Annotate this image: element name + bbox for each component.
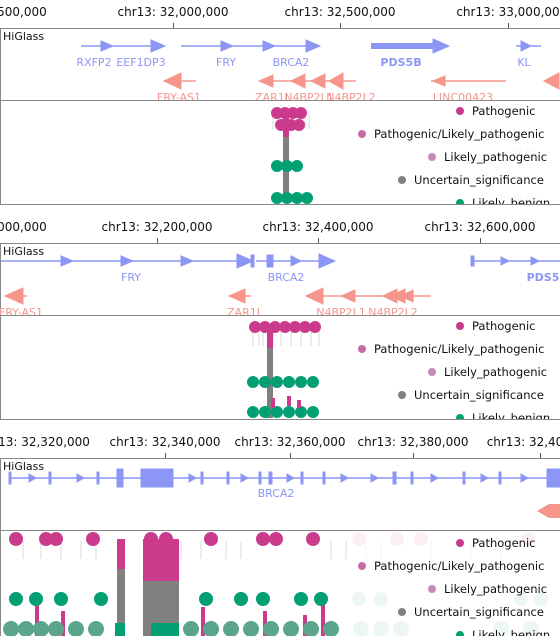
- legend-item[interactable]: Pathogenic/Likely_pathogenic: [358, 559, 544, 573]
- variant-legend: Pathogenic Pathogenic/Likely_pathogenic …: [352, 316, 560, 419]
- gene-label: FRY: [216, 56, 236, 69]
- genomic-axis[interactable]: 13: 32,320,000 chr13: 32,340,000 chr13: …: [0, 430, 560, 459]
- clinvar-variant-track[interactable]: Pathogenic Pathogenic/Likely_pathogenic …: [0, 530, 560, 636]
- gene-annotation-track[interactable]: HiGlass RXFP2 EEF1DP3 FRY BRCA2 PDS5B KL…: [0, 28, 560, 101]
- gene-label: PDS5B: [380, 56, 421, 69]
- legend-swatch: [398, 391, 406, 399]
- axis-tick-label: chr13: 32,40: [487, 435, 560, 449]
- gene-label: BRCA2: [268, 271, 305, 284]
- legend-swatch: [456, 199, 464, 206]
- legend-item[interactable]: Likely_pathogenic: [428, 150, 547, 164]
- legend-item[interactable]: Pathogenic/Likely_pathogenic: [358, 127, 544, 141]
- gene-label: EEF1DP3: [116, 56, 165, 69]
- legend-label: Likely_pathogenic: [444, 582, 547, 596]
- browser-view-1: .500,000 chr13: 32,000,000 chr13: 32,500…: [0, 0, 560, 205]
- legend-item[interactable]: Pathogenic: [456, 319, 535, 333]
- legend-label: Pathogenic: [472, 319, 535, 333]
- legend-item[interactable]: Likely_benign: [456, 196, 550, 205]
- gene-annotation-track[interactable]: HiGlass BRCA2: [0, 458, 560, 531]
- legend-item[interactable]: Likely_pathogenic: [428, 365, 547, 379]
- legend-label: Pathogenic: [472, 536, 535, 550]
- gene-label: BRCA2: [273, 56, 310, 69]
- legend-label: Likely_benign: [472, 411, 550, 420]
- legend-item[interactable]: Likely_benign: [456, 411, 550, 420]
- legend-item[interactable]: Uncertain_significance: [398, 173, 544, 187]
- axis-tick-label: chr13: 32,600,000: [425, 220, 536, 234]
- legend-swatch: [358, 562, 366, 570]
- legend-swatch: [428, 368, 436, 376]
- legend-swatch: [398, 608, 406, 616]
- legend-label: Likely_benign: [472, 196, 550, 205]
- legend-label: Uncertain_significance: [414, 173, 544, 187]
- axis-tick-label: chr13: 32,200,000: [102, 220, 213, 234]
- legend-label: Uncertain_significance: [414, 605, 544, 619]
- variant-legend: Pathogenic Pathogenic/Likely_pathogenic …: [352, 101, 560, 204]
- legend-swatch: [358, 345, 366, 353]
- axis-tick-label: chr13: 32,360,000: [235, 435, 346, 449]
- clinvar-variant-track[interactable]: Pathogenic Pathogenic/Likely_pathogenic …: [0, 100, 560, 205]
- axis-tick-label: chr13: 32,000,000: [118, 5, 229, 19]
- axis-tick-label: ,000,000: [0, 220, 47, 234]
- gene-label: FRY: [121, 271, 141, 284]
- legend-label: Likely_pathogenic: [444, 150, 547, 164]
- legend-swatch: [398, 176, 406, 184]
- legend-item[interactable]: Likely_pathogenic: [428, 582, 547, 596]
- axis-tick-label: 13: 32,320,000: [0, 435, 90, 449]
- axis-tick-label: chr13: 33,000,00: [456, 5, 559, 19]
- genomic-axis[interactable]: ,000,000 chr13: 32,200,000 chr13: 32,400…: [0, 215, 560, 244]
- legend-label: Pathogenic/Likely_pathogenic: [374, 559, 544, 573]
- axis-tick-label: chr13: 32,500,000: [285, 5, 396, 19]
- browser-view-3: 13: 32,320,000 chr13: 32,340,000 chr13: …: [0, 430, 560, 635]
- gene-label: PDS5: [527, 271, 560, 284]
- legend-swatch: [428, 585, 436, 593]
- legend-item[interactable]: Pathogenic/Likely_pathogenic: [358, 342, 544, 356]
- axis-tick-label: chr13: 32,380,000: [358, 435, 469, 449]
- gene-label: RXFP2: [76, 56, 111, 69]
- legend-item[interactable]: Pathogenic: [456, 104, 535, 118]
- legend-swatch: [456, 414, 464, 421]
- browser-view-2: ,000,000 chr13: 32,200,000 chr13: 32,400…: [0, 215, 560, 420]
- legend-label: Pathogenic: [472, 104, 535, 118]
- axis-tick-label: chr13: 32,400,000: [263, 220, 374, 234]
- clinvar-variant-track[interactable]: Pathogenic Pathogenic/Likely_pathogenic …: [0, 315, 560, 420]
- legend-item[interactable]: Uncertain_significance: [398, 388, 544, 402]
- legend-swatch: [456, 107, 464, 115]
- axis-tick-label: chr13: 32,340,000: [110, 435, 221, 449]
- axis-tick-label: .500,000: [0, 5, 47, 19]
- variant-legend: Pathogenic Pathogenic/Likely_pathogenic …: [352, 531, 560, 636]
- legend-swatch: [456, 631, 464, 636]
- legend-swatch: [456, 539, 464, 547]
- legend-swatch: [456, 322, 464, 330]
- legend-label: Pathogenic/Likely_pathogenic: [374, 127, 544, 141]
- legend-label: Likely_pathogenic: [444, 365, 547, 379]
- legend-label: Pathogenic/Likely_pathogenic: [374, 342, 544, 356]
- legend-item[interactable]: Uncertain_significance: [398, 605, 544, 619]
- legend-label: Uncertain_significance: [414, 388, 544, 402]
- genomic-axis[interactable]: .500,000 chr13: 32,000,000 chr13: 32,500…: [0, 0, 560, 29]
- gene-label: BRCA2: [258, 487, 295, 500]
- gene-label: KL: [517, 56, 530, 69]
- gene-annotation-track[interactable]: HiGlass FRY BRCA2 PDS5 FRY-AS1 ZAR1L N4B…: [0, 243, 560, 316]
- legend-swatch: [428, 153, 436, 161]
- legend-item[interactable]: Pathogenic: [456, 536, 535, 550]
- legend-swatch: [358, 130, 366, 138]
